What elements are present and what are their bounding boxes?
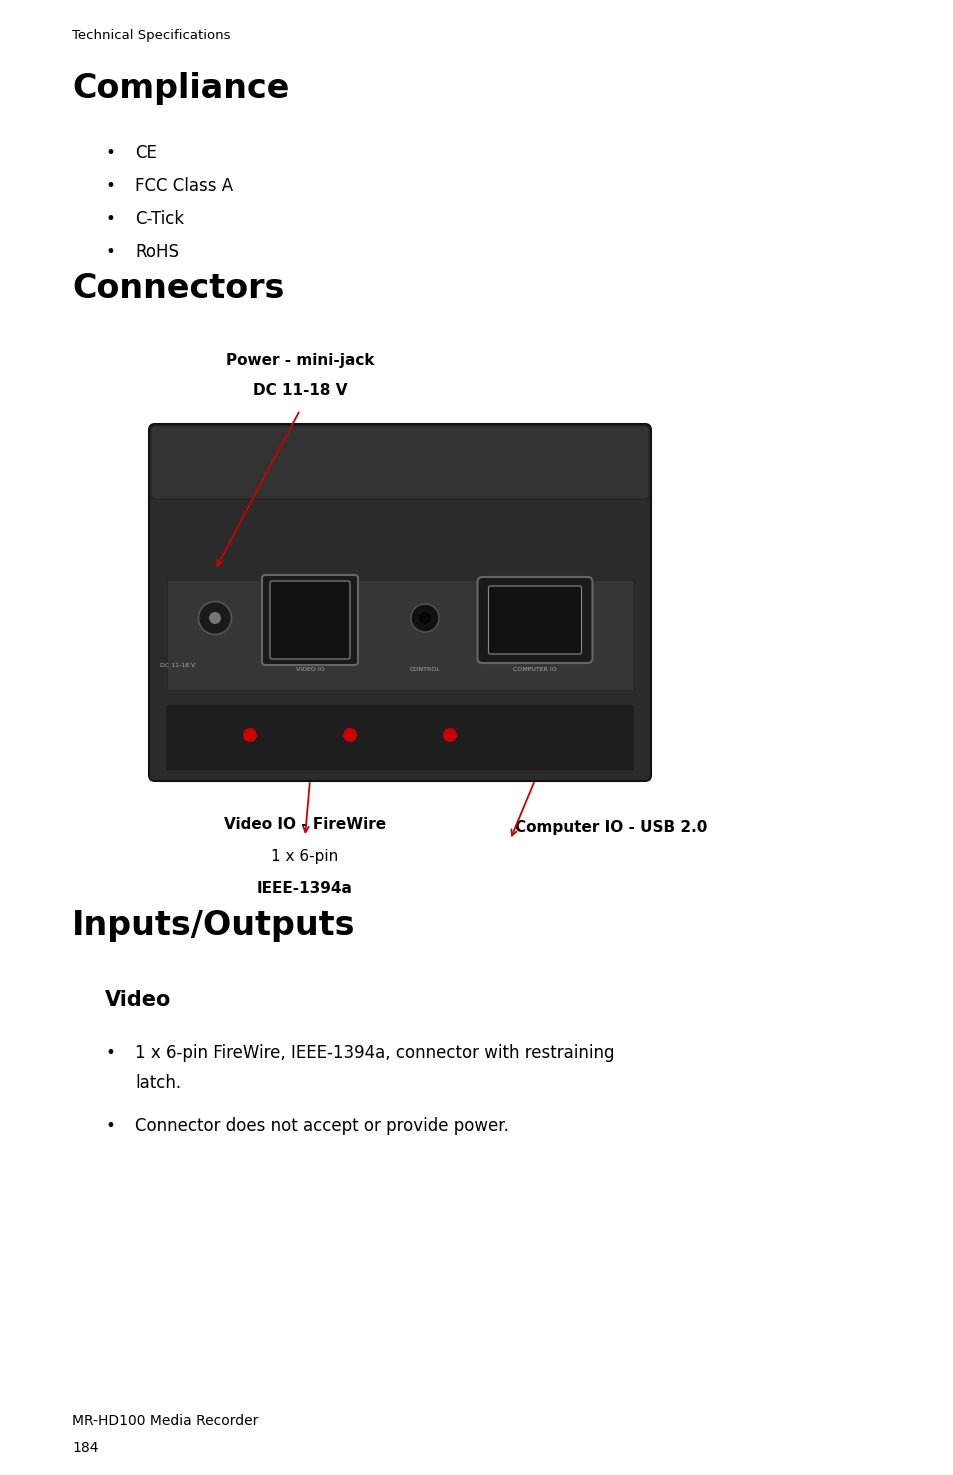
Text: •: • [105, 209, 114, 229]
Text: VIDEO IO: VIDEO IO [295, 667, 324, 673]
Circle shape [418, 612, 431, 624]
Text: RoHS: RoHS [135, 243, 179, 261]
Text: 184: 184 [71, 1441, 98, 1454]
FancyBboxPatch shape [151, 426, 648, 499]
Circle shape [343, 729, 356, 742]
Circle shape [198, 602, 232, 634]
Text: •: • [105, 145, 114, 162]
Bar [167, 580, 633, 690]
Text: Video IO - FireWire: Video IO - FireWire [224, 817, 386, 832]
Text: CE: CE [135, 145, 156, 162]
Text: •: • [105, 243, 114, 261]
Text: Inputs/Outputs: Inputs/Outputs [71, 909, 355, 943]
Text: latch.: latch. [135, 1074, 181, 1092]
Text: •: • [105, 1117, 114, 1134]
FancyBboxPatch shape [488, 586, 581, 653]
Text: CONTROL: CONTROL [409, 667, 440, 673]
Text: 1 x 6-pin FireWire, IEEE-1394a, connector with restraining: 1 x 6-pin FireWire, IEEE-1394a, connecto… [135, 1044, 614, 1062]
Text: Computer IO - USB 2.0: Computer IO - USB 2.0 [515, 820, 706, 835]
FancyBboxPatch shape [270, 581, 350, 659]
Text: Video: Video [105, 990, 172, 1010]
Circle shape [209, 612, 221, 624]
FancyBboxPatch shape [477, 577, 592, 662]
Circle shape [442, 729, 456, 742]
Text: Technical Specifications: Technical Specifications [71, 30, 231, 41]
Text: 1 x 6-pin: 1 x 6-pin [271, 850, 338, 864]
Text: DC 11-18 V: DC 11-18 V [160, 662, 195, 668]
Text: •: • [105, 1044, 114, 1062]
Text: MR-HD100 Media Recorder: MR-HD100 Media Recorder [71, 1415, 258, 1428]
Text: •: • [105, 177, 114, 195]
Text: C-Tick: C-Tick [135, 209, 184, 229]
Text: Connector does not accept or provide power.: Connector does not accept or provide pow… [135, 1117, 508, 1134]
Text: Power - mini-jack: Power - mini-jack [226, 353, 374, 367]
Text: Compliance: Compliance [71, 72, 289, 105]
FancyBboxPatch shape [149, 423, 650, 780]
Circle shape [411, 603, 438, 631]
Circle shape [243, 729, 256, 742]
Text: IEEE-1394a: IEEE-1394a [256, 881, 353, 895]
Text: COMPUTER IO: COMPUTER IO [513, 667, 557, 673]
Text: FCC Class A: FCC Class A [135, 177, 233, 195]
Text: DC 11-18 V: DC 11-18 V [253, 384, 347, 398]
Text: Connectors: Connectors [71, 271, 284, 305]
Bar [167, 705, 633, 770]
FancyBboxPatch shape [262, 575, 357, 665]
